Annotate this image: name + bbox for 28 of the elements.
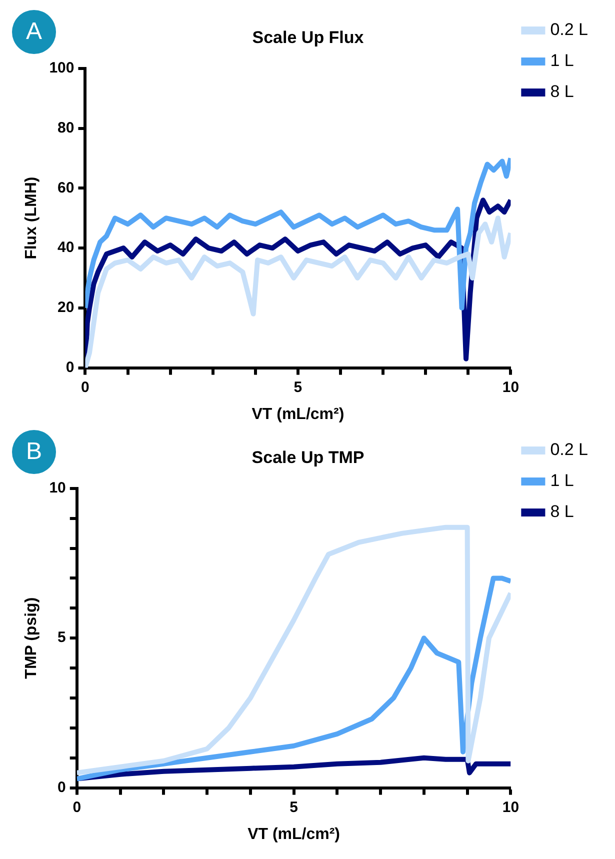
y-tick-label: 80 (58, 119, 74, 136)
x-tick-label: 0 (81, 378, 90, 396)
x-axis-title: VT (mL/cm²) (252, 406, 344, 423)
text: B (12, 430, 56, 474)
chart-title: Scale Up Flux (252, 28, 364, 47)
text: A (12, 10, 56, 54)
x-tick-label: 10 (502, 798, 520, 816)
x-tick-label: 5 (290, 798, 298, 816)
x-tick-label: 10 (502, 378, 520, 396)
y-tick-label: 20 (58, 299, 74, 316)
legend-label: 0.2 L (550, 20, 588, 40)
chart-title: Scale Up TMP (252, 448, 364, 467)
y-tick-label: 0 (66, 358, 74, 376)
x-tick-label: 5 (294, 378, 302, 396)
y-tick-label: 10 (49, 480, 66, 497)
legend-label: 0.2 L (550, 440, 588, 460)
x-axis-title: VT (mL/cm²) (248, 826, 340, 843)
y-tick-label: 5 (58, 629, 66, 646)
legend-label: 1 L (550, 51, 574, 70)
y-tick-label: 0 (58, 778, 66, 796)
y-tick-label: 100 (49, 60, 74, 77)
legend-label: 8 L (550, 82, 574, 102)
legend-label: 8 L (550, 502, 574, 522)
y-axis-title: Flux (LMH) (23, 176, 40, 260)
y-tick-label: 40 (58, 239, 74, 256)
y-axis-title: TMP (psig) (23, 597, 40, 679)
legend-label: 1 L (550, 471, 574, 490)
y-tick-label: 60 (58, 179, 74, 196)
